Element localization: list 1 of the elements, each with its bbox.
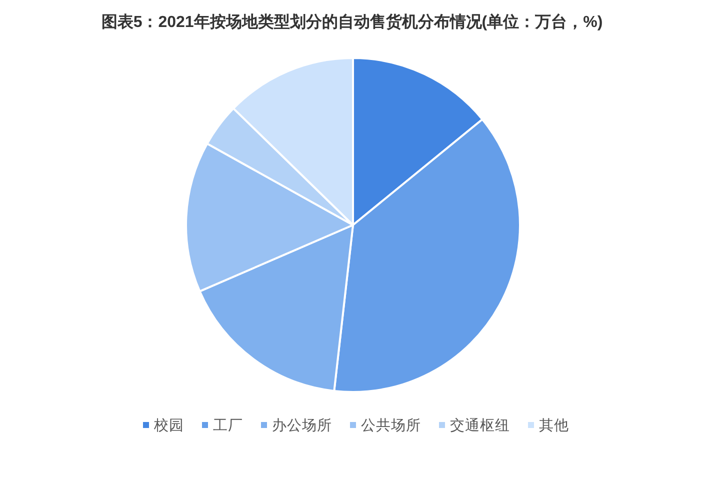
- title: 图表5：2021年按场地类型划分的自动售货机分布情况(单位：万台，%): [101, 14, 603, 31]
